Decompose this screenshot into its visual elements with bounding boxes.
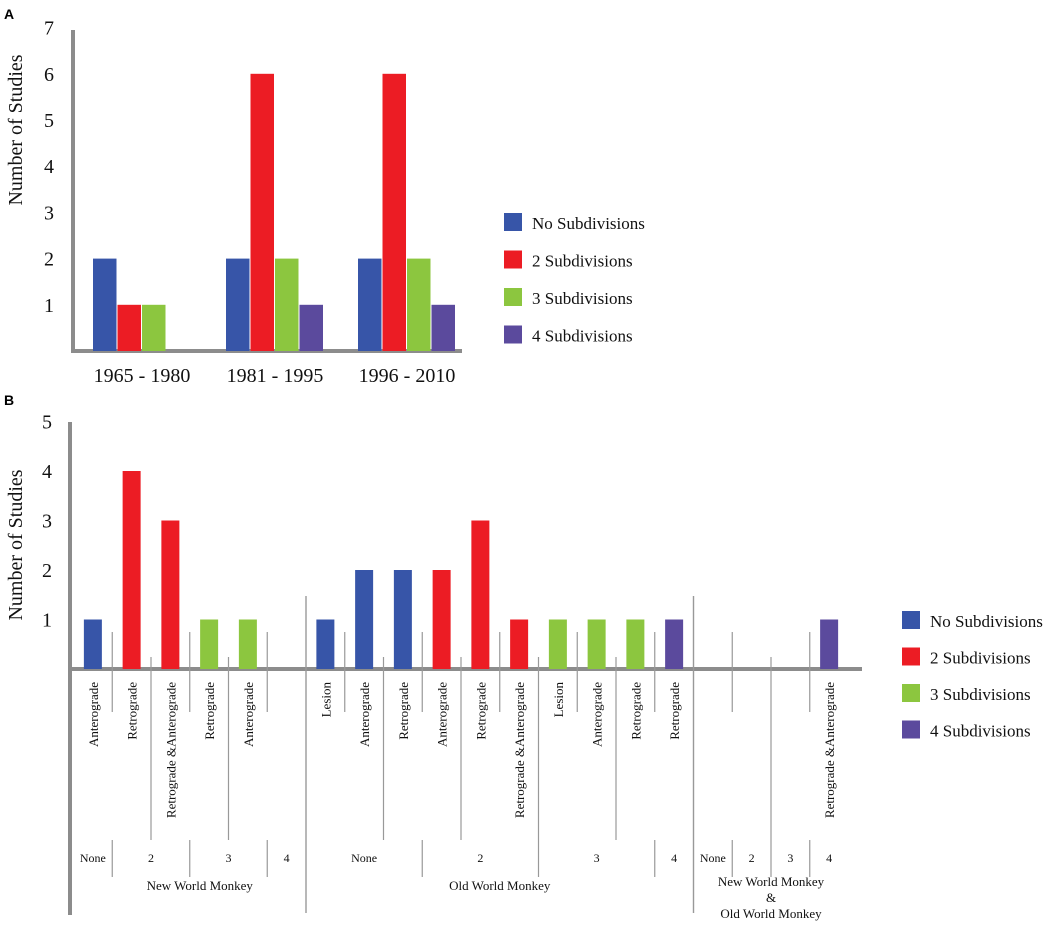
bar-b-2-subdivisions [471, 520, 490, 669]
y-tick-label-a: 3 [44, 202, 54, 224]
bar-b-4-subdivisions [820, 619, 839, 669]
legend-label-a: 3 Subdivisions [532, 289, 633, 308]
x-tick-label-a: 1965 - 1980 [94, 365, 191, 387]
subdivision-group-label: 2 [148, 851, 154, 865]
bar-label-b: Anterograde [435, 682, 450, 747]
panel-label-a: A [4, 6, 14, 22]
legend-swatch-a [504, 325, 522, 344]
legend-swatch-b [902, 647, 920, 666]
legend-swatch-b [902, 611, 920, 629]
bar-b-no-subdivisions [316, 619, 335, 669]
bar-a-4-subdivisions [431, 304, 455, 351]
legend-label-b: 4 Subdivisions [930, 722, 1031, 741]
legend-label-b: 2 Subdivisions [930, 649, 1031, 668]
bar-b-no-subdivisions [83, 619, 102, 669]
bar-label-b: Retrograde &Anterograde [512, 682, 527, 818]
bar-a-2-subdivisions [250, 73, 274, 352]
bar-a-3-subdivisions [142, 304, 166, 351]
y-tick-label-a: 5 [44, 110, 54, 132]
y-axis-title-b: Number of Studies [5, 469, 27, 620]
bar-b-2-subdivisions [432, 570, 451, 669]
bar-a-no-subdivisions [93, 258, 117, 351]
subdivision-group-label: 3 [594, 851, 600, 865]
x-tick-label-a: 1981 - 1995 [227, 365, 324, 387]
bar-b-2-subdivisions [161, 520, 180, 669]
subdivision-group-label: None [80, 851, 106, 865]
legend-swatch-b [902, 684, 920, 702]
legend-label-b: 3 Subdivisions [930, 685, 1031, 704]
bar-label-b: Retrograde &Anterograde [822, 682, 837, 818]
y-axis-title-a: Number of Studies [5, 54, 27, 205]
subdivision-group-label: 3 [226, 851, 232, 865]
y-tick-label-a: 6 [44, 64, 54, 86]
legend-swatch-a [504, 213, 522, 231]
bar-label-b: Retrograde [473, 682, 488, 740]
bar-label-b: Lesion [318, 682, 333, 718]
bar-label-b: Anterograde [357, 682, 372, 747]
species-label-owm: Old World Monkey [449, 878, 551, 893]
bar-label-b: Anterograde [241, 682, 256, 747]
bar-label-b: Retrograde [628, 682, 643, 740]
y-tick-label-a: 4 [44, 156, 54, 178]
x-tick-label-a: 1996 - 2010 [359, 365, 456, 387]
y-tick-label-a: 2 [44, 249, 54, 271]
legend-swatch-a [504, 288, 522, 306]
bar-b-3-subdivisions [587, 619, 606, 669]
bar-label-b: Lesion [551, 682, 566, 718]
subdivision-group-label: 3 [787, 851, 793, 865]
bar-label-b: Retrograde [667, 682, 682, 740]
legend-label-b: No Subdivisions [930, 612, 1043, 631]
y-tick-label-a: 1 [44, 295, 54, 317]
subdivision-group-label: 2 [749, 851, 755, 865]
y-tick-label-b: 1 [42, 610, 52, 632]
legend-swatch-b [902, 720, 920, 739]
bar-a-2-subdivisions [382, 73, 406, 352]
bar-label-b: Retrograde [396, 682, 411, 740]
legend-label-a: 2 Subdivisions [532, 252, 633, 271]
bar-b-no-subdivisions [355, 570, 374, 669]
subdivision-group-label: 4 [826, 851, 832, 865]
subdivision-group-label: 4 [284, 851, 290, 865]
bar-a-3-subdivisions [407, 258, 431, 351]
legend-label-a: No Subdivisions [532, 214, 645, 233]
bar-b-3-subdivisions [626, 619, 645, 669]
y-tick-label-b: 5 [42, 412, 52, 434]
bar-a-4-subdivisions [299, 304, 323, 351]
bar-a-2-subdivisions [117, 304, 141, 351]
subdivision-group-label: 4 [671, 851, 677, 865]
y-tick-label-b: 4 [42, 461, 52, 483]
subdivision-group-label: None [700, 851, 726, 865]
bar-b-2-subdivisions [510, 619, 529, 669]
legend-label-a: 4 Subdivisions [532, 327, 633, 346]
bar-b-no-subdivisions [393, 570, 412, 669]
bar-label-b: Retrograde &Anterograde [163, 682, 178, 818]
y-tick-label-b: 2 [42, 560, 52, 582]
subdivision-group-label: 2 [477, 851, 483, 865]
bar-b-2-subdivisions [122, 471, 141, 669]
legend-swatch-a [504, 250, 522, 269]
bar-a-3-subdivisions [275, 258, 299, 351]
panel-label-b: B [4, 392, 14, 408]
bar-label-b: Anterograde [590, 682, 605, 747]
bar-a-no-subdivisions [226, 258, 250, 351]
species-label-both-line1: New World Monkey [718, 874, 825, 889]
bar-label-b: Anterograde [86, 682, 101, 747]
bar-b-3-subdivisions [548, 619, 567, 669]
y-tick-label-a: 7 [44, 18, 54, 40]
bar-label-b: Retrograde [202, 682, 217, 740]
species-label-both-line2: Old World Monkey [720, 906, 822, 921]
subdivision-group-label: None [351, 851, 377, 865]
y-tick-label-b: 3 [42, 511, 52, 533]
species-label-nwm: New World Monkey [147, 878, 254, 893]
species-label-both-amp: & [766, 890, 776, 905]
bar-label-b: Retrograde [125, 682, 140, 740]
bar-b-3-subdivisions [200, 619, 219, 669]
bar-b-4-subdivisions [665, 619, 684, 669]
bar-a-no-subdivisions [358, 258, 382, 351]
bar-b-3-subdivisions [238, 619, 257, 669]
